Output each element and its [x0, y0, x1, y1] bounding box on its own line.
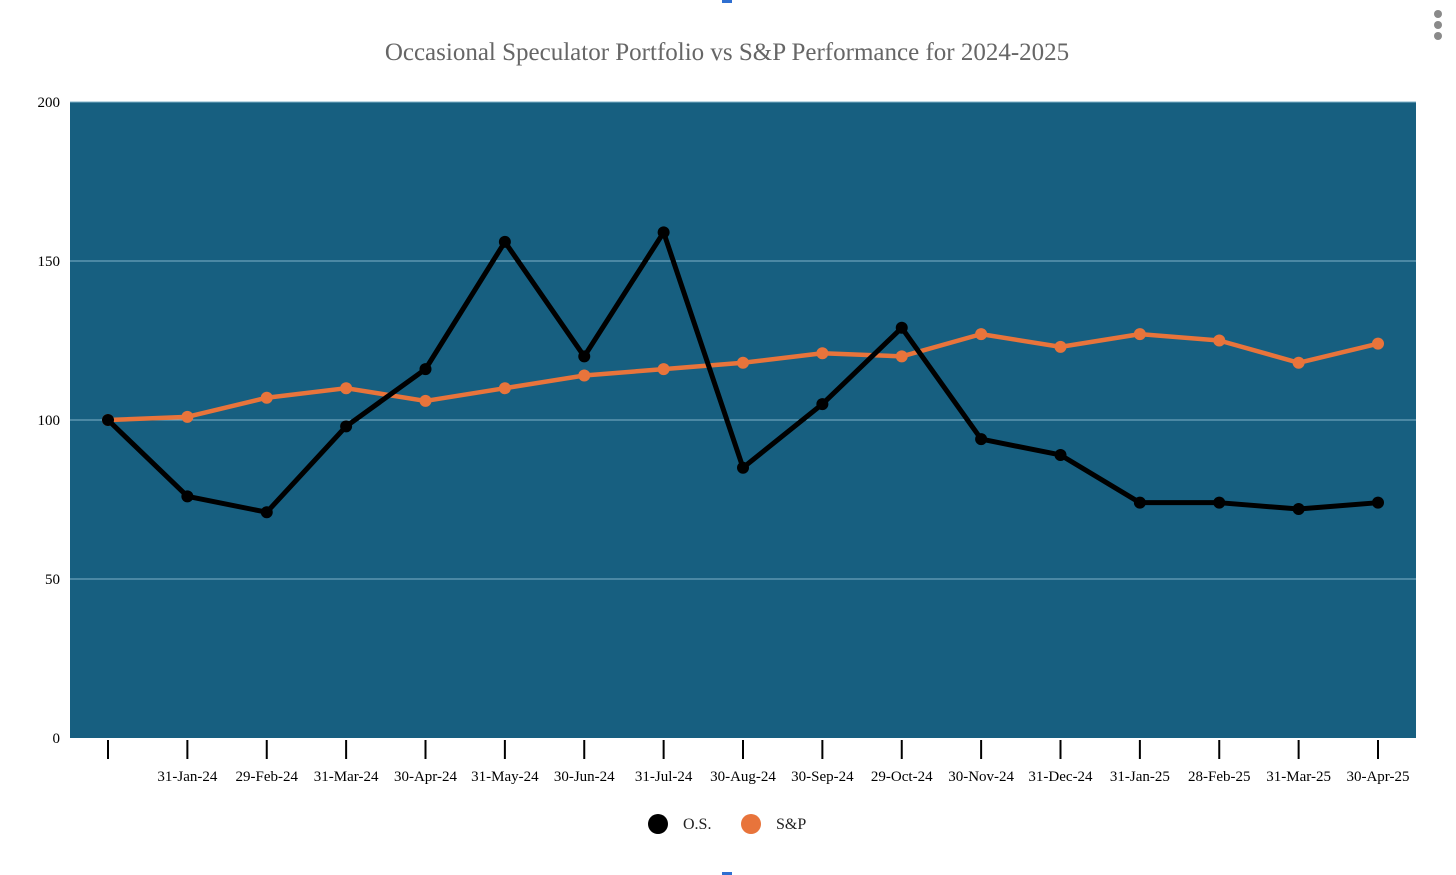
data-point: [1213, 496, 1226, 509]
data-point: [260, 391, 273, 404]
x-tick-label: 30-Nov-24: [948, 769, 1014, 785]
data-point: [181, 410, 194, 423]
data-point: [895, 350, 908, 363]
data-point: [419, 363, 432, 376]
series-0: [102, 226, 1384, 519]
data-point: [737, 461, 749, 474]
x-tick-label: 31-Jan-25: [1110, 769, 1170, 785]
data-point: [578, 369, 591, 382]
data-point: [498, 382, 511, 395]
x-axis: 31-Jan-24 29-Feb-24 31-Mar-24 30-Apr-24 31-M…: [107, 740, 1410, 785]
data-point: [181, 490, 194, 503]
bottom-resize-handle[interactable]: [722, 872, 732, 875]
x-tick-label: 31-Jul-24: [635, 769, 693, 785]
data-point: [578, 350, 591, 363]
data-point: [102, 414, 114, 426]
legend-swatch: [648, 814, 668, 834]
data-point: [1054, 340, 1067, 353]
data-point: [1133, 496, 1146, 509]
data-point: [737, 356, 749, 369]
x-tick-label: 30-Apr-24: [394, 769, 458, 785]
grid-lines: [70, 101, 1416, 580]
x-tick-label: 29-Oct-24: [871, 769, 933, 785]
top-resize-handle[interactable]: [722, 0, 732, 3]
data-point: [975, 433, 988, 446]
data-point: [1292, 503, 1305, 516]
x-tick-label: 30-Jun-24: [554, 769, 615, 785]
y-tick-label: 0: [53, 731, 61, 747]
x-tick-label: 31-Mar-25: [1266, 769, 1331, 785]
x-tick-label: 30-Aug-24: [710, 769, 776, 785]
legend-swatch: [741, 814, 761, 834]
data-point: [340, 382, 353, 395]
data-point: [1133, 328, 1146, 341]
data-point: [657, 363, 670, 376]
data-point: [975, 328, 988, 341]
data-point: [260, 506, 273, 519]
y-tick-label: 100: [38, 413, 61, 429]
legend-item[interactable]: S&P: [741, 814, 806, 834]
y-tick-label: 150: [38, 254, 61, 270]
data-point: [1372, 337, 1384, 350]
series-layer: [102, 226, 1384, 519]
data-point: [1292, 356, 1305, 369]
chart-title: Occasional Speculator Portfolio vs S&P P…: [385, 39, 1069, 66]
data-point: [419, 394, 432, 407]
data-point: [1372, 496, 1384, 509]
data-point: [498, 235, 511, 248]
series-1: [102, 328, 1384, 426]
y-tick-label: 50: [45, 572, 60, 588]
x-tick-label: 31-Dec-24: [1028, 769, 1093, 785]
x-tick-label: 30-Apr-25: [1346, 769, 1409, 785]
data-point: [816, 398, 829, 411]
x-tick-label: 30-Sep-24: [791, 769, 854, 785]
x-tick-label: 28-Feb-25: [1188, 769, 1251, 785]
x-tick-label: 31-May-24: [471, 769, 539, 785]
x-tick-label: 31-Jan-24: [157, 769, 217, 785]
data-point: [1213, 334, 1226, 347]
y-axis: 0 50 100 150 200: [38, 95, 61, 747]
legend-label: S&P: [776, 816, 806, 833]
data-point: [895, 321, 908, 334]
data-point: [1054, 448, 1067, 461]
y-tick-label: 200: [38, 95, 61, 111]
x-tick-label: 31-Mar-24: [314, 769, 379, 785]
data-point: [657, 226, 670, 239]
data-point: [816, 347, 829, 360]
x-tick-label: 29-Feb-24: [236, 769, 299, 785]
legend: O.S. S&P: [648, 814, 806, 834]
more-options-icon[interactable]: [1434, 10, 1444, 42]
data-point: [340, 420, 353, 433]
legend-item[interactable]: O.S.: [648, 814, 711, 834]
legend-label: O.S.: [683, 816, 711, 833]
